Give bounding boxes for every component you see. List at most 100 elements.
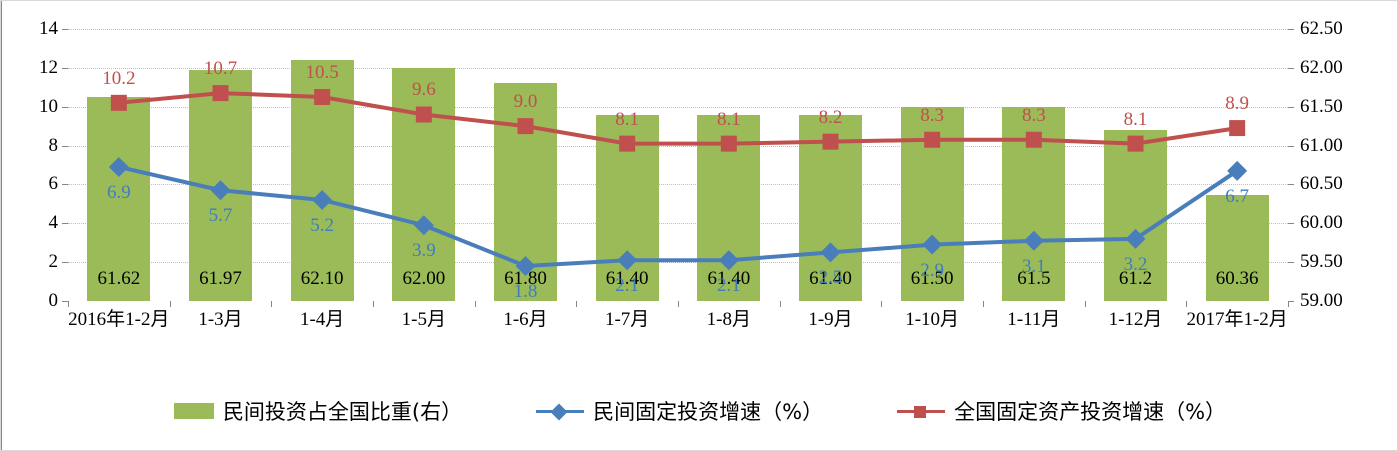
plot-area: 0 2 4 6 8 10 12 14 59.00 59.50 60.00 60.50 61.00 61.… (39, 19, 1343, 310)
right-axis-line (1, 274, 2, 450)
bar-value-label: 61.2 (1118, 268, 1153, 289)
data-point-label: 6.9 (106, 181, 131, 203)
right-axis-tick-label: 61.50 (1300, 95, 1343, 117)
right-axis-tick (1288, 145, 1294, 147)
bar-value-label: 61.5 (1017, 268, 1051, 289)
x-axis-category-label: 1-5月 (401, 309, 446, 330)
x-axis-category-label: 1-12月 (1108, 309, 1163, 330)
bar-value-label: 61.40 (707, 268, 751, 289)
data-point-marker[interactable] (210, 180, 231, 201)
data-point-label: 2.5 (818, 267, 843, 289)
bar-value-label: 62.00 (402, 268, 446, 289)
data-point-marker[interactable] (415, 106, 432, 123)
x-axis-tick (779, 301, 781, 307)
right-axis-tick-label: 61.00 (1300, 134, 1343, 156)
data-point-marker[interactable] (108, 156, 129, 177)
gridline (68, 184, 1288, 186)
bar[interactable] (87, 97, 151, 301)
x-axis-tick (373, 301, 374, 307)
data-point-marker[interactable] (517, 118, 534, 135)
data-point-marker[interactable] (1227, 160, 1248, 181)
bar-value-label: 61.40 (605, 268, 649, 289)
data-point-marker[interactable] (314, 89, 331, 105)
data-point-marker[interactable] (1023, 230, 1044, 251)
x-axis-category-label: 1-6月 (503, 309, 548, 330)
data-point-label: 10.7 (203, 58, 238, 80)
x-axis-category-label: 1-11月 (1007, 309, 1061, 330)
data-point-marker[interactable] (1125, 228, 1146, 249)
x-axis-category-label: 1-4月 (299, 309, 345, 330)
right-axis-tick (1288, 301, 1294, 302)
x-axis-tick (1084, 301, 1086, 307)
legend-item[interactable]: 全国固定资产投资增速（%） (897, 396, 1226, 426)
right-axis-tick-label: 62.00 (1300, 56, 1343, 78)
data-point-label: 8.2 (818, 106, 843, 128)
left-axis-tick-label: 4 (48, 212, 59, 234)
legend-item[interactable]: 民间固定投资增速（%） (536, 396, 823, 426)
x-axis-tick (983, 301, 984, 307)
right-axis-tick (1288, 67, 1294, 69)
data-point-marker[interactable] (922, 234, 943, 255)
x-axis-category-label: 1-7月 (604, 309, 650, 330)
right-axis-tick-label: 62.50 (1300, 18, 1343, 39)
data-point-label: 8.1 (615, 108, 640, 130)
data-point-marker[interactable] (212, 85, 229, 102)
left-axis-tick (62, 29, 68, 30)
data-point-marker[interactable] (413, 215, 434, 236)
bar-value-label: 62.10 (300, 268, 344, 289)
gridline (68, 262, 1288, 264)
data-point-label: 6.7 (1225, 185, 1250, 207)
data-point-marker[interactable] (312, 189, 333, 210)
data-point-marker[interactable] (820, 242, 841, 263)
gridline (68, 106, 1288, 108)
bar[interactable] (1205, 195, 1269, 301)
data-point-marker[interactable] (822, 133, 839, 150)
data-point-marker[interactable] (619, 135, 636, 152)
x-axis-tick (678, 301, 679, 307)
left-axis-tick-label: 0 (48, 290, 59, 311)
data-point-marker[interactable] (110, 94, 127, 111)
data-point-label: 2.1 (615, 275, 640, 297)
x-axis-category-label: 2017年1-2月 (1186, 309, 1288, 330)
bar-value-label: 60.36 (1215, 268, 1259, 289)
data-point-marker[interactable] (1127, 135, 1144, 152)
x-axis-category-label: 1-3月 (198, 309, 243, 330)
left-axis-tick-label: 14 (39, 18, 58, 39)
x-axis-category-label: 1-8月 (706, 309, 751, 330)
right-axis-tick (1288, 223, 1294, 225)
data-point-marker[interactable] (1229, 120, 1246, 137)
data-point-marker[interactable] (515, 256, 536, 277)
right-axis-tick-label: 59.00 (1300, 290, 1343, 311)
x-axis-tick (1186, 301, 1188, 307)
legend-item[interactable]: 民间投资占全国比重(右） (173, 396, 462, 426)
data-point-marker[interactable] (718, 250, 739, 271)
data-point-label: 5.2 (310, 214, 335, 236)
data-point-marker[interactable] (1025, 131, 1042, 148)
bar[interactable] (1103, 130, 1167, 301)
data-point-label: 3.1 (1021, 255, 1046, 277)
data-point-label: 8.9 (1225, 93, 1250, 115)
data-point-marker[interactable] (720, 135, 737, 152)
data-point-label: 9.0 (513, 91, 538, 113)
legend-line-square-icon (897, 403, 946, 419)
left-axis-tick (62, 67, 68, 69)
left-axis-tick (62, 223, 68, 225)
data-point-label: 2.9 (920, 259, 945, 281)
left-axis-tick-label: 2 (48, 251, 59, 273)
legend-label: 全国固定资产投资增速（%） (954, 400, 1227, 424)
left-axis-tick-label: 10 (39, 95, 58, 117)
data-point-marker[interactable] (617, 250, 638, 271)
data-point-label: 8.3 (1021, 104, 1046, 126)
bar-value-label: 61.97 (199, 268, 242, 289)
x-axis-tick (881, 301, 883, 307)
data-point-label: 10.2 (102, 67, 136, 89)
left-axis-tick-label: 12 (39, 56, 58, 78)
x-axis-category-label: 1-9月 (808, 309, 853, 330)
gridline (68, 67, 1288, 69)
line-path (118, 91, 1238, 146)
gridline (68, 145, 1288, 147)
legend-label: 民间固定投资增速（%） (593, 400, 824, 424)
data-point-marker[interactable] (924, 131, 941, 148)
left-axis-tick (62, 301, 68, 302)
